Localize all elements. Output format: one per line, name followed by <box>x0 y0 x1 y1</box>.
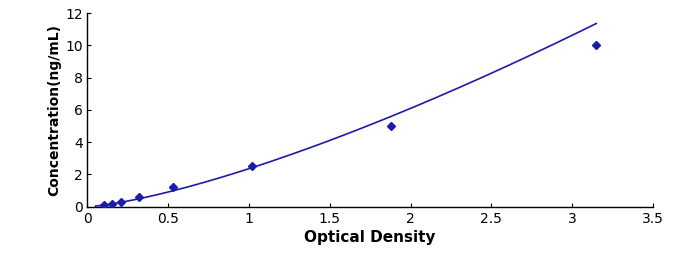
Y-axis label: Concentration(ng/mL): Concentration(ng/mL) <box>47 24 61 196</box>
X-axis label: Optical Density: Optical Density <box>304 230 436 245</box>
